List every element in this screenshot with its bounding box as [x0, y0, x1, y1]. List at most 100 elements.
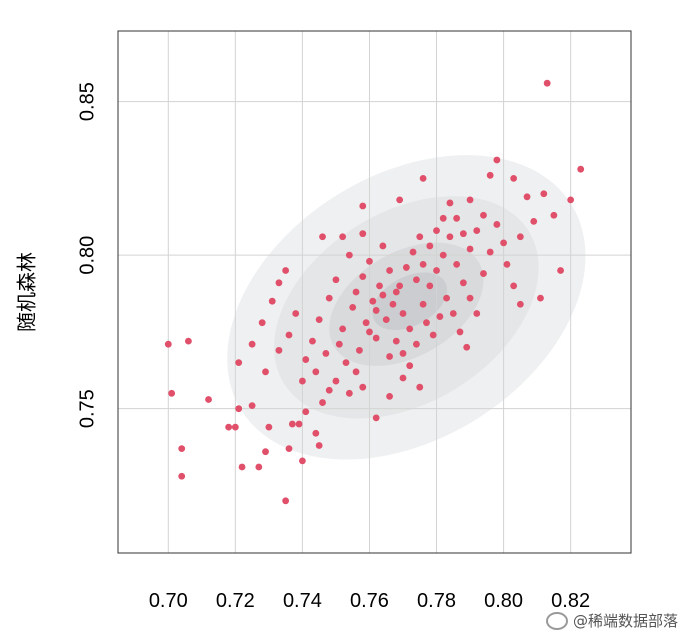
scatter-point — [419, 174, 427, 182]
scatter-point — [369, 297, 377, 305]
scatter-point — [480, 270, 487, 277]
scatter-point — [268, 297, 276, 305]
scatter-point — [345, 251, 353, 259]
scatter-point — [406, 325, 414, 333]
scatter-point — [205, 396, 212, 403]
x-tick-label: 0.82 — [551, 590, 590, 612]
scatter-point — [285, 331, 293, 339]
scatter-point — [302, 356, 310, 363]
scatter-point — [238, 463, 246, 471]
scatter-point — [386, 267, 393, 274]
scatter-point — [382, 316, 390, 324]
scatter-point — [466, 196, 474, 204]
scatter-point — [376, 282, 383, 290]
scatter-point — [537, 294, 544, 302]
scatter-point — [295, 420, 303, 428]
scatter-point — [530, 217, 538, 225]
scatter-point — [436, 313, 444, 320]
scatter-point — [178, 472, 186, 480]
watermark-text: @稀端数据部落 — [572, 612, 678, 630]
scatter-point — [332, 377, 340, 385]
scatter-point — [386, 353, 393, 360]
x-axis-ticks: 0.70 0.72 0.74 0.76 0.78 0.80 0.82 — [149, 590, 590, 612]
scatter-point — [413, 340, 420, 348]
scatter-point — [419, 300, 427, 308]
scatter-point — [493, 221, 501, 228]
scatter-point — [449, 310, 457, 317]
scatter-point — [480, 211, 487, 219]
scatter-point — [359, 273, 367, 281]
y-tick-label: 0.80 — [76, 236, 98, 275]
scatter-point — [429, 331, 437, 339]
scatter-point — [392, 337, 400, 345]
scatter-point — [399, 374, 407, 382]
scatter-point — [366, 328, 373, 336]
scatter-point — [510, 282, 518, 290]
scatter-point — [178, 445, 186, 452]
scatter-point — [516, 300, 524, 308]
scatter-point — [419, 260, 427, 268]
scatter-point — [372, 414, 380, 422]
scatter-point — [302, 408, 310, 416]
scatter-point — [325, 294, 333, 302]
scatter-point — [248, 340, 256, 348]
scatter-point — [446, 199, 454, 207]
scatter-point — [426, 242, 434, 250]
data-points — [164, 79, 585, 505]
scatter-point — [540, 190, 548, 198]
scatter-point — [433, 267, 440, 274]
scatter-point — [288, 420, 296, 428]
scatter-point — [356, 346, 363, 354]
watermark: @稀端数据部落 — [545, 610, 678, 631]
x-tick-label: 0.70 — [149, 590, 188, 612]
scatter-point — [386, 393, 393, 400]
scatter-point — [516, 233, 524, 241]
scatter-point — [402, 264, 410, 271]
scatter-point — [248, 402, 256, 410]
scatter-point — [389, 300, 397, 308]
y-axis-label: 随机森林 — [15, 252, 39, 332]
scatter-point — [500, 239, 507, 247]
scatter-point — [406, 362, 414, 370]
scatter-point — [258, 319, 266, 327]
scatter-point — [285, 445, 293, 452]
scatter-point — [235, 359, 243, 367]
scatter-point — [557, 267, 564, 274]
scatter-point — [168, 389, 176, 397]
scatter-point — [399, 350, 407, 357]
scatter-point — [399, 310, 407, 317]
scatter-point — [231, 423, 239, 431]
y-tick-label: 0.75 — [76, 389, 98, 428]
scatter-point — [299, 457, 306, 465]
scatter-point — [275, 346, 283, 354]
scatter-point — [332, 276, 340, 284]
scatter-point — [413, 276, 420, 284]
scatter-point — [550, 211, 558, 219]
scatter-point — [466, 245, 474, 253]
scatter-point — [443, 294, 450, 302]
scatter-point — [225, 423, 233, 431]
scatter-point — [342, 359, 350, 367]
scatter-point — [416, 233, 424, 241]
scatter-point — [255, 463, 263, 471]
scatter-point — [523, 193, 531, 201]
scatter-point — [292, 310, 300, 317]
scatter-point — [339, 325, 347, 333]
scatter-point — [345, 389, 353, 397]
scatter-point — [396, 196, 404, 204]
wechat-icon — [545, 611, 568, 630]
scatter-point — [503, 260, 511, 268]
plot-frame — [117, 30, 632, 554]
grid-lines — [118, 31, 631, 553]
scatter-point — [439, 251, 447, 259]
scatter-point — [379, 242, 387, 250]
scatter-point — [312, 368, 320, 376]
scatter-point — [309, 337, 316, 345]
scatter-point — [392, 288, 400, 296]
scatter-point — [282, 267, 290, 274]
scatter-point — [493, 156, 501, 164]
scatter-point — [299, 377, 306, 385]
scatter-point — [426, 282, 434, 290]
scatter-point — [446, 233, 454, 241]
